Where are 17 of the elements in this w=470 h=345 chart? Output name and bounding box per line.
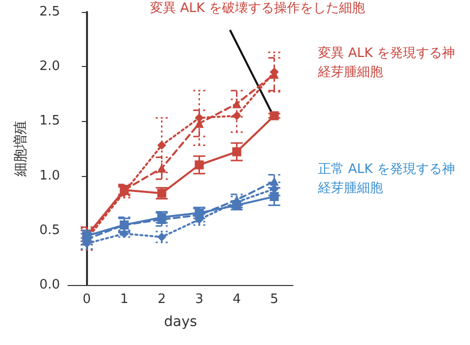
y-tick-label: 0.0: [39, 278, 60, 292]
x-axis-title: days: [164, 314, 198, 330]
x-tick-label: 3: [195, 292, 204, 307]
x-tick-label: 4: [232, 292, 241, 307]
text: 変異 ALK を発現する神経芽腫細胞: [318, 45, 456, 82]
x-tick-label: 5: [270, 292, 278, 307]
text: 正常 ALK を発現する神経芽腫細胞: [318, 161, 456, 198]
y-tick-label: 2.0: [39, 59, 60, 74]
y-tick-label: 1.5: [39, 114, 60, 129]
annotation: 変異 ALK を破壊する操作をした細胞: [150, 0, 365, 16]
y-tick-label: 2.5: [39, 4, 60, 20]
y-tick-label: 1.0: [39, 168, 60, 184]
x-tick-label: 2: [158, 292, 166, 307]
x-tick-label: 1: [120, 292, 128, 307]
y-tick-label: 0.5: [39, 222, 60, 238]
y-axis-title: 細胞増殖: [12, 120, 29, 178]
x-tick-label: 0: [82, 292, 91, 307]
